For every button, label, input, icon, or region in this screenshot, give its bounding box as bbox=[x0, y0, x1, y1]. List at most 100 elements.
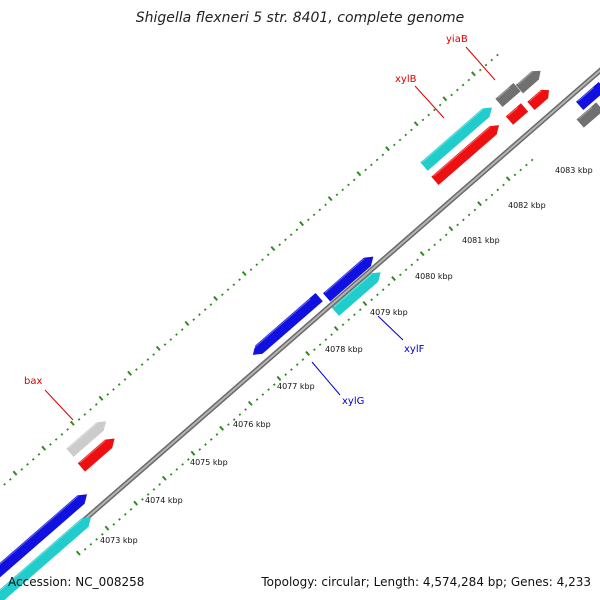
inner-tick bbox=[244, 408, 247, 411]
outer-tick bbox=[450, 93, 453, 97]
gene-label-leader bbox=[465, 46, 496, 81]
outer-tick bbox=[284, 238, 287, 242]
inner-tick bbox=[324, 338, 328, 342]
inner-tick bbox=[341, 323, 345, 327]
outer-tick bbox=[467, 78, 471, 82]
outer-tick bbox=[471, 71, 476, 77]
gene-feature-edge-gray bbox=[576, 102, 600, 128]
outer-tick bbox=[398, 138, 402, 142]
gene-label-yiaB: yiaB bbox=[446, 34, 468, 45]
inner-tick bbox=[358, 308, 362, 312]
gene-feature-edge bbox=[576, 82, 600, 110]
inner-tick bbox=[387, 283, 391, 287]
gene-label-xylG: xylG bbox=[342, 396, 364, 407]
inner-tick bbox=[238, 413, 242, 416]
inner-tick bbox=[484, 198, 488, 202]
outer-tick bbox=[341, 188, 345, 192]
inner-tick bbox=[169, 473, 173, 476]
outer-tick bbox=[299, 221, 304, 227]
gene-label-leader bbox=[414, 85, 445, 119]
scale-label: 4073 kbp bbox=[100, 536, 138, 545]
outer-tick bbox=[31, 458, 35, 461]
outer-tick bbox=[83, 413, 87, 416]
outer-tick bbox=[232, 283, 236, 287]
scale-label: 4075 kbp bbox=[190, 458, 228, 467]
outer-tick bbox=[381, 153, 385, 157]
outer-tick bbox=[112, 388, 115, 391]
inner-tick bbox=[175, 468, 179, 471]
outer-tick bbox=[352, 178, 356, 182]
outer-tick bbox=[152, 353, 155, 356]
scale-labels: 4073 kbp 4074 kbp 4075 kbp 4076 kbp 4077 kbp… bbox=[100, 166, 593, 545]
outer-tick bbox=[261, 258, 264, 262]
outer-tick bbox=[356, 171, 362, 177]
inner-tick bbox=[158, 483, 161, 486]
scale-label: 4080 kbp bbox=[415, 272, 453, 281]
inner-tick bbox=[83, 547, 87, 551]
outer-tick bbox=[410, 128, 413, 132]
inner-tick bbox=[525, 163, 528, 167]
outer-tick bbox=[255, 263, 259, 267]
outer-tick bbox=[175, 333, 178, 336]
outer-tick bbox=[66, 428, 69, 431]
outer-tick bbox=[375, 158, 379, 162]
gene-feature-xylG bbox=[251, 292, 323, 355]
outer-tick bbox=[98, 395, 104, 401]
gene-feature-rna-small bbox=[505, 103, 529, 125]
outer-tick bbox=[238, 278, 241, 282]
inner-tick bbox=[190, 450, 196, 456]
inner-tick bbox=[141, 498, 144, 501]
outer-tick bbox=[41, 445, 47, 451]
inner-tick bbox=[100, 533, 104, 536]
outer-tick bbox=[123, 378, 127, 381]
outer-tick bbox=[169, 338, 173, 341]
outer-tick bbox=[106, 393, 110, 396]
outer-tick bbox=[12, 470, 18, 476]
gene-feature-xylF bbox=[323, 256, 374, 302]
outer-tick bbox=[184, 320, 190, 326]
outer-tick bbox=[3, 483, 6, 486]
gene-features bbox=[0, 70, 600, 600]
inner-tick bbox=[255, 398, 259, 401]
outer-tick bbox=[94, 403, 98, 406]
outer-tick bbox=[438, 103, 442, 107]
inner-tick bbox=[318, 343, 322, 347]
inner-tick bbox=[301, 358, 305, 361]
outer-tick bbox=[117, 383, 121, 386]
outer-tick bbox=[484, 63, 488, 67]
outer-tick bbox=[295, 228, 299, 232]
inner-tick bbox=[370, 298, 374, 302]
inner-tick bbox=[267, 388, 270, 391]
outer-tick bbox=[364, 168, 367, 172]
outer-tick bbox=[266, 253, 270, 257]
outer-tick bbox=[324, 203, 327, 207]
inner-tick bbox=[439, 238, 442, 242]
inner-tick bbox=[381, 288, 385, 292]
outer-tick bbox=[413, 121, 419, 127]
inner-tick bbox=[444, 233, 448, 237]
inner-tick bbox=[261, 393, 265, 396]
inner-tick bbox=[333, 325, 339, 332]
outer-tick bbox=[127, 370, 133, 376]
outer-tick bbox=[198, 313, 201, 316]
gene-feature-rna bbox=[527, 89, 550, 111]
outer-tick bbox=[404, 133, 408, 137]
inner-tick bbox=[129, 508, 133, 511]
gene-label-xylF: xylF bbox=[404, 344, 425, 355]
gene-label-bax: bax bbox=[24, 376, 42, 387]
inner-tick bbox=[133, 500, 139, 506]
outer-tick bbox=[20, 468, 24, 471]
outer-tick bbox=[249, 268, 253, 272]
inner-tick bbox=[433, 243, 437, 247]
inner-tick bbox=[416, 258, 419, 262]
inner-tick bbox=[247, 400, 253, 406]
inner-tick bbox=[347, 318, 351, 322]
outer-tick bbox=[427, 113, 431, 117]
inner-tick bbox=[276, 375, 282, 381]
outer-tick bbox=[270, 245, 276, 252]
outer-tick bbox=[49, 443, 52, 446]
outer-tick bbox=[146, 358, 150, 361]
inner-tick bbox=[473, 208, 477, 212]
outer-tick bbox=[490, 58, 494, 62]
